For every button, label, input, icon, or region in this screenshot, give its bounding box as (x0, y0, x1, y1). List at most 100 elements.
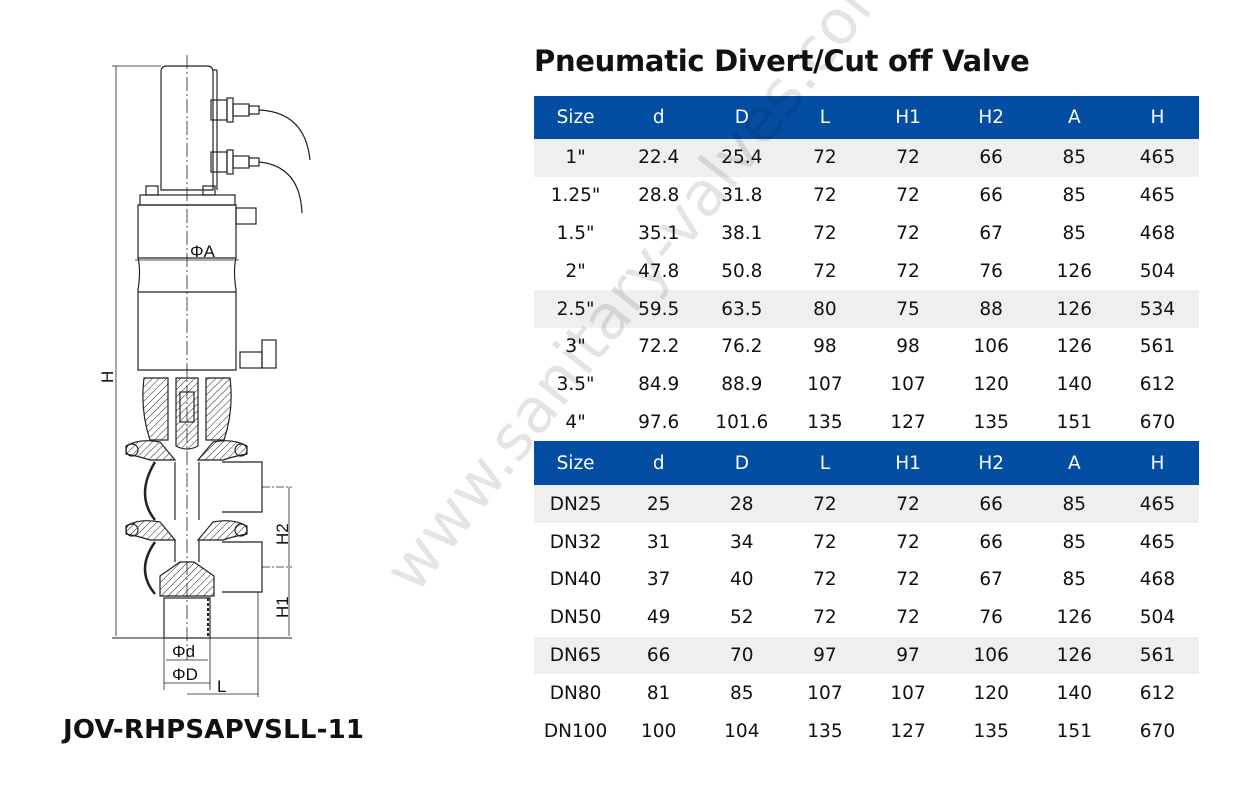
value-cell: 135 (973, 720, 1009, 742)
value-cell: 38.1 (721, 222, 763, 244)
value-cell: 465 (1139, 531, 1176, 553)
value-cell: 98 (813, 336, 837, 358)
value-cell: 72 (896, 260, 920, 282)
value-cell: 561 (1139, 336, 1176, 358)
column-header-L: L (783, 441, 867, 486)
value-cell: 47.8 (638, 260, 680, 282)
column-header-H2: H2 (949, 441, 1033, 486)
value-cell: 40 (730, 569, 754, 591)
value-cell: 504 (1139, 260, 1176, 282)
value-cell: 25 (617, 485, 701, 524)
value-cell: 72 (813, 222, 837, 244)
table-row: 3" 72.2 76.2 98 98 106 126 561 (534, 328, 1199, 366)
value-cell: 151 (1056, 411, 1092, 433)
value-cell: 670 (1139, 720, 1176, 742)
size-cell: DN25 (534, 485, 618, 524)
table-row: DN50 49 52 72 72 76 126 504 (534, 599, 1199, 637)
value-cell: 126 (1056, 336, 1092, 358)
value-cell: 97 (866, 636, 950, 675)
value-cell: 612 (1139, 682, 1176, 704)
value-cell: 72 (813, 185, 837, 207)
value-cell: 72 (783, 485, 867, 524)
table-row: DN65 66 70 97 97 106 126 561 (534, 636, 1199, 675)
table-row: 1.25" 28.8 31.8 72 72 66 85 465 (534, 177, 1199, 215)
size-cell: 3" (565, 336, 586, 358)
value-cell: 120 (973, 374, 1009, 396)
column-header-L: L (783, 96, 867, 139)
size-cell: 3.5" (556, 374, 595, 396)
value-cell: 135 (807, 411, 843, 433)
value-cell: 22.4 (617, 139, 701, 177)
size-cell: 1.5" (556, 222, 595, 244)
value-cell: 465 (1139, 185, 1176, 207)
value-cell: 72 (866, 139, 950, 177)
dim-label-L: L (217, 677, 226, 696)
value-cell: 465 (1115, 485, 1199, 524)
value-cell: 76 (979, 260, 1003, 282)
value-cell: 72 (896, 607, 920, 629)
dim-label-H2: H2 (273, 523, 292, 545)
value-cell: 75 (866, 290, 950, 328)
value-cell: 88 (949, 290, 1033, 328)
value-cell: 126 (1056, 607, 1092, 629)
column-header-D: D (700, 441, 784, 486)
dim-label-H: H (98, 371, 117, 383)
table-row: 4" 97.6 101.6 135 127 135 151 670 (534, 404, 1199, 442)
value-cell: 670 (1139, 411, 1176, 433)
value-cell: 72 (783, 139, 867, 177)
value-cell: 106 (949, 636, 1033, 675)
value-cell: 85 (1032, 139, 1116, 177)
value-cell: 72 (813, 531, 837, 553)
value-cell: 97 (783, 636, 867, 675)
value-cell: 72 (896, 531, 920, 553)
value-cell: 72 (813, 260, 837, 282)
value-cell: 126 (1032, 636, 1116, 675)
size-cell: 1" (534, 139, 618, 177)
value-cell: 127 (890, 411, 926, 433)
table-row: 3.5" 84.9 88.9 107 107 120 140 612 (534, 366, 1199, 404)
value-cell: 100 (641, 720, 677, 742)
valve-technical-drawing: ΦA H H2 H1 Φd ΦD L (98, 55, 311, 697)
size-cell: DN32 (549, 531, 602, 553)
page-title: Pneumatic Divert/Cut off Valve (534, 44, 1030, 78)
column-header-H: H (1115, 441, 1199, 486)
value-cell: 85 (1062, 569, 1087, 591)
value-cell: 50.8 (721, 260, 763, 282)
size-cell: DN50 (549, 607, 602, 629)
table-row: DN25 25 28 72 72 66 85 465 (534, 485, 1199, 524)
size-cell: DN80 (549, 682, 602, 704)
table-row: DN80 81 85 107 107 120 140 612 (534, 674, 1199, 712)
value-cell: 28.8 (638, 185, 680, 207)
value-cell: 612 (1139, 374, 1176, 396)
value-cell: 35.1 (638, 222, 680, 244)
value-cell: 151 (1056, 720, 1092, 742)
dim-label-phiD: ΦD (172, 665, 198, 684)
column-header-A: A (1032, 441, 1116, 486)
column-header-d: d (617, 441, 701, 486)
value-cell: 85 (730, 682, 754, 704)
value-cell: 120 (973, 682, 1009, 704)
value-cell: 107 (807, 682, 843, 704)
column-header-d: d (617, 96, 701, 139)
table-row: DN100 100 104 135 127 135 151 670 (534, 712, 1199, 750)
value-cell: 76 (979, 607, 1003, 629)
value-cell: 504 (1139, 607, 1176, 629)
column-header-size: Size (534, 441, 618, 486)
value-cell: 72 (813, 607, 837, 629)
value-cell: 66 (949, 485, 1033, 524)
value-cell: 34 (730, 531, 754, 553)
table-row: 2" 47.8 50.8 72 72 76 126 504 (534, 252, 1199, 290)
value-cell: 49 (646, 607, 671, 629)
value-cell: 59.5 (617, 290, 701, 328)
size-cell: 2" (565, 260, 586, 282)
value-cell: 66 (979, 185, 1003, 207)
value-cell: 84.9 (638, 374, 680, 396)
value-cell: 465 (1115, 139, 1199, 177)
value-cell: 127 (890, 720, 926, 742)
value-cell: 72 (896, 222, 920, 244)
value-cell: 107 (890, 682, 926, 704)
value-cell: 126 (1056, 260, 1092, 282)
value-cell: 25.4 (700, 139, 784, 177)
value-cell: 106 (973, 336, 1009, 358)
column-header-size: Size (534, 96, 618, 139)
